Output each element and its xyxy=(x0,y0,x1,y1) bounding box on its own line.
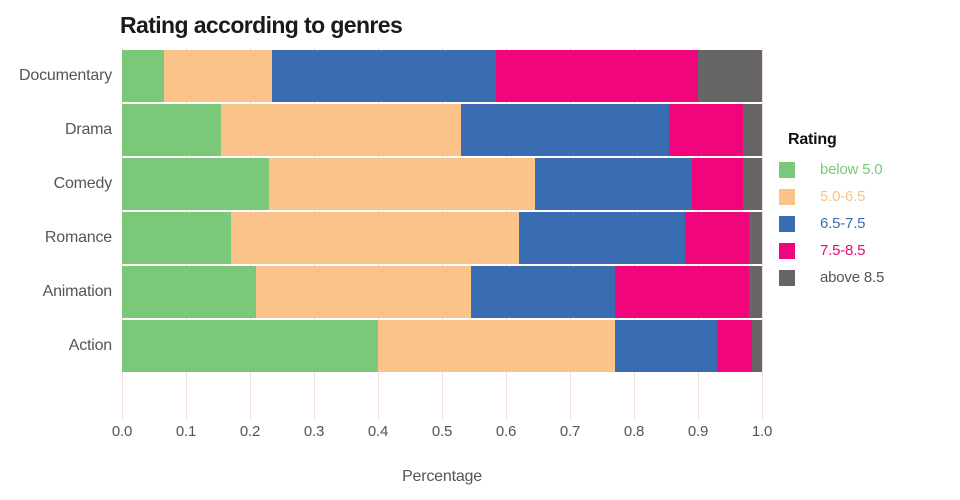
bar-segment xyxy=(378,320,615,372)
bar-segment xyxy=(461,104,670,156)
x-tick-label: 0.1 xyxy=(175,423,197,440)
x-tick-label: 0.7 xyxy=(559,423,581,440)
legend-swatch xyxy=(779,188,795,205)
y-axis-label: Action xyxy=(68,337,112,354)
x-tick-label: 1.0 xyxy=(751,423,773,440)
bar-segment xyxy=(749,212,762,264)
x-tick-label: 0.0 xyxy=(111,423,133,440)
x-tick-label: 0.3 xyxy=(303,423,325,440)
bar-row-romance xyxy=(122,212,762,264)
gridline xyxy=(762,48,763,419)
bar-segment xyxy=(534,158,692,210)
bar-segment xyxy=(614,320,718,372)
bar-row-documentary xyxy=(122,50,762,102)
legend-swatch xyxy=(779,242,795,259)
legend-item: above 8.5 xyxy=(779,269,884,286)
chart-title: Rating according to genres xyxy=(120,12,403,38)
bar-segment xyxy=(269,158,535,210)
bar-row-action xyxy=(122,320,762,372)
legend-item: 6.5-7.5 xyxy=(779,215,866,232)
legend-swatch xyxy=(779,269,795,286)
legend-swatch xyxy=(779,215,795,232)
bar-segment xyxy=(122,212,231,264)
legend-swatch xyxy=(779,161,795,178)
x-axis-title: Percentage xyxy=(402,468,482,485)
legend-item: 5.0-6.5 xyxy=(779,188,866,205)
bar-segment xyxy=(122,158,270,210)
legend-label: 5.0-6.5 xyxy=(820,188,866,205)
bar-segment xyxy=(122,104,222,156)
legend-label: above 8.5 xyxy=(820,269,885,286)
y-axis-label: Drama xyxy=(64,121,112,138)
y-axis-label: Comedy xyxy=(53,175,113,192)
bar-segment xyxy=(742,158,762,210)
bar-segment xyxy=(496,50,698,102)
legend-item: below 5.0 xyxy=(779,161,883,178)
bar-segment xyxy=(122,50,164,102)
bar-segment xyxy=(256,266,471,318)
bar-segment xyxy=(230,212,519,264)
legend-label: 6.5-7.5 xyxy=(820,215,866,232)
x-tick-label: 0.5 xyxy=(431,423,453,440)
y-axis-label: Animation xyxy=(42,283,113,300)
bar-row-comedy xyxy=(122,158,762,210)
x-tick-label: 0.8 xyxy=(623,423,645,440)
x-tick-label: 0.4 xyxy=(367,423,389,440)
bar-segment xyxy=(752,320,762,372)
bar-segment xyxy=(122,266,257,318)
bar-row-animation xyxy=(122,266,762,318)
legend-label: below 5.0 xyxy=(820,161,883,178)
bar-segment xyxy=(691,158,743,210)
bar-segment xyxy=(669,104,743,156)
legend-item: 7.5-8.5 xyxy=(779,242,866,259)
legend-title: Rating xyxy=(788,131,837,148)
bar-segment xyxy=(614,266,750,318)
bar-segment xyxy=(272,50,497,102)
x-tick-label: 0.9 xyxy=(687,423,709,440)
bar-segment xyxy=(122,320,378,372)
bar-segment xyxy=(742,104,762,156)
bar-segment xyxy=(221,104,462,156)
bar-segment xyxy=(163,50,273,102)
y-axis-label: Romance xyxy=(44,229,112,246)
legend-label: 7.5-8.5 xyxy=(820,242,866,259)
bar-segment xyxy=(685,212,750,264)
x-tick-label: 0.6 xyxy=(495,423,517,440)
bar-segment xyxy=(518,212,686,264)
bar-row-drama xyxy=(122,104,762,156)
bar-segment xyxy=(470,266,615,318)
x-tick-label: 0.2 xyxy=(239,423,261,440)
bar-segment xyxy=(749,266,762,318)
bar-segment xyxy=(717,320,753,372)
y-axis-label: Documentary xyxy=(19,67,112,84)
bar-segment xyxy=(697,50,762,102)
